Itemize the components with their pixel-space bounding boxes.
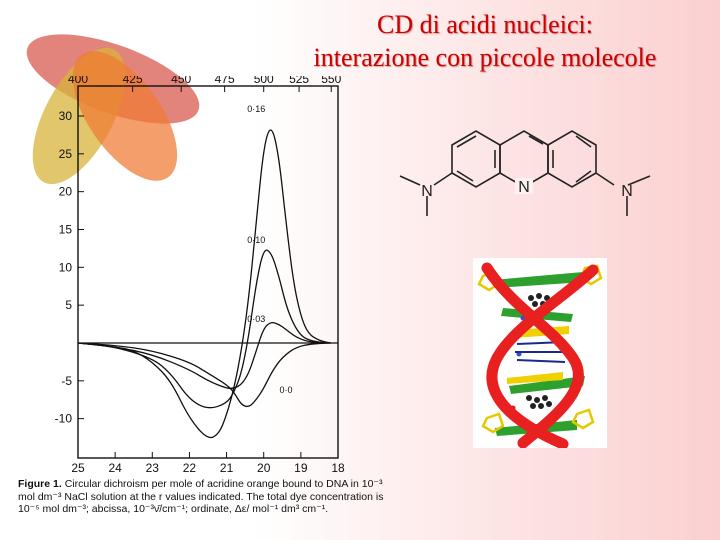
atom-n-left: N — [421, 183, 433, 200]
y-tick-label: 25 — [59, 147, 73, 161]
x-top-tick-label: 450 — [171, 76, 191, 86]
series-label-3: 0·0 — [279, 385, 292, 395]
x-bottom-tick-label: 19 — [294, 461, 308, 475]
x-bottom-tick-label: 23 — [146, 461, 160, 475]
y-tick-label: 20 — [59, 185, 73, 199]
chart-frame — [77, 85, 339, 459]
caption-text: Circular dichroism per mole of acridine … — [18, 478, 384, 516]
x-bottom-tick-label: 24 — [108, 461, 122, 475]
chart-ticks — [77, 86, 339, 458]
chart-axes — [77, 85, 339, 459]
x-top-tick-label: 550 — [321, 76, 341, 86]
series-label-0: 0·16 — [247, 104, 265, 114]
series-label-1: 0·10 — [247, 235, 265, 245]
series-line-2 — [77, 321, 331, 390]
y-tick-label: 5 — [65, 298, 72, 312]
dna-intercalation-model — [473, 258, 607, 448]
x-top-tick-label: 525 — [289, 76, 309, 86]
x-bottom-tick-label: 25 — [71, 461, 85, 475]
series-line-0 — [77, 129, 331, 439]
title-line-2: interazione con piccole molecole — [313, 43, 657, 72]
x-top-tick-label: 425 — [123, 76, 143, 86]
y-tick-label: 10 — [59, 260, 73, 274]
y-tick-label: -5 — [61, 374, 72, 388]
x-bottom-tick-label: 20 — [257, 461, 271, 475]
x-bottom-tick-label: 22 — [183, 461, 197, 475]
series-line-1 — [77, 249, 331, 409]
chart-curves — [77, 129, 331, 439]
x-bottom-tick-label: 18 — [331, 461, 345, 475]
caption-label: Figure 1. — [18, 478, 62, 490]
y-tick-label: 30 — [59, 109, 73, 123]
x-top-tick-label: 400 — [68, 76, 88, 86]
acridine-orange-structure: N N N — [399, 130, 651, 216]
x-bottom-tick-label: 21 — [220, 461, 234, 475]
slide-title: CD di acidi nucleici: interazione con pi… — [250, 8, 720, 74]
y-tick-label: -10 — [55, 412, 73, 426]
series-line-3 — [77, 342, 331, 408]
series-label-2: 0·03 — [247, 314, 265, 324]
atom-n-right: N — [621, 183, 633, 200]
y-tick-label: 15 — [59, 223, 73, 237]
figure-caption: Figure 1. Circular dichroism per mole of… — [18, 478, 398, 516]
title-line-1: CD di acidi nucleici: — [377, 10, 593, 39]
atom-n-ring: N — [518, 179, 530, 196]
x-top-tick-label: 475 — [215, 76, 235, 86]
x-top-tick-label: 500 — [254, 76, 274, 86]
